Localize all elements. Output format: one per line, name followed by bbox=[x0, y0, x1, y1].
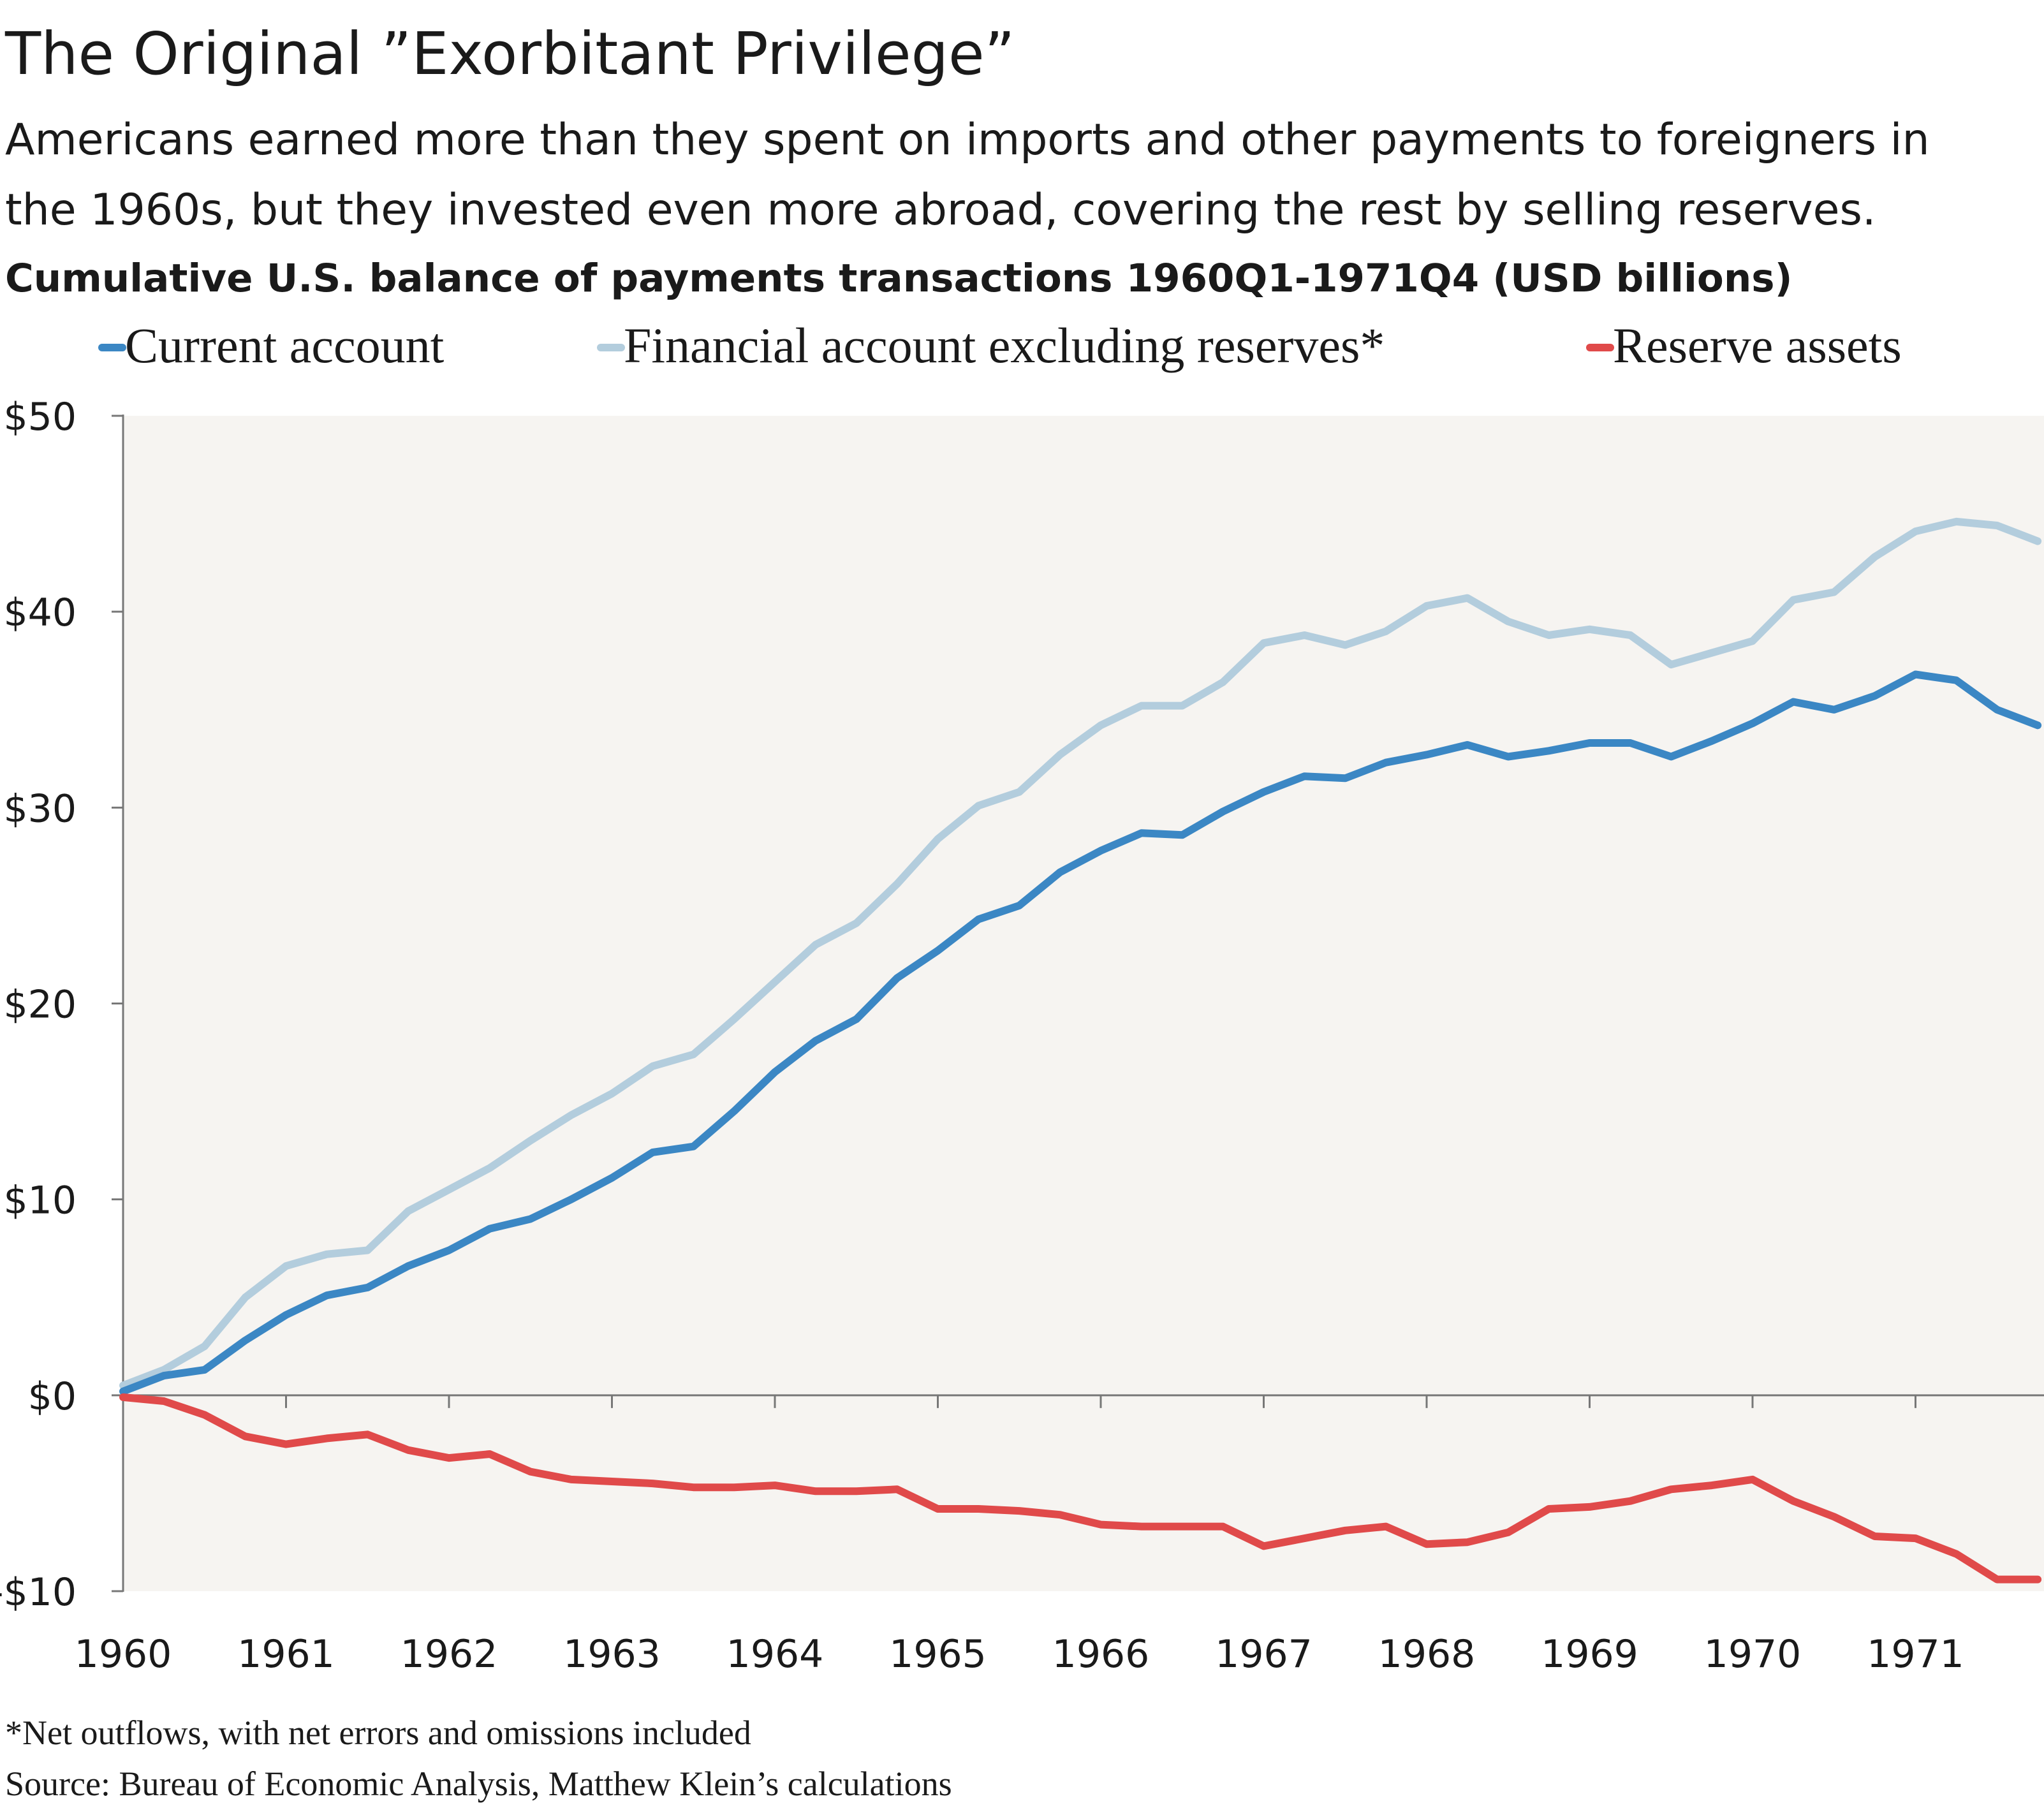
source-note: Source: Bureau of Economic Analysis, Mat… bbox=[5, 1765, 952, 1803]
legend-label-financial-account: Financial account excluding reserves* bbox=[624, 318, 1385, 373]
x-tick-label: 1966 bbox=[1052, 1632, 1150, 1677]
y-tick-label: $0 bbox=[28, 1374, 77, 1419]
y-tick-label: $40 bbox=[3, 591, 77, 635]
chart-title: The Original ”Exorbitant Privilege” bbox=[4, 20, 1015, 88]
y-tick-label: $10 bbox=[3, 1179, 77, 1223]
x-tick-label: 1970 bbox=[1704, 1632, 1802, 1677]
chart-heading: Cumulative U.S. balance of payments tran… bbox=[5, 256, 1792, 301]
y-tick-label: $20 bbox=[3, 983, 77, 1027]
x-tick-label: 1968 bbox=[1378, 1632, 1476, 1677]
series-line-reserve-assets bbox=[119, 1393, 2042, 1584]
x-tick-label: 1961 bbox=[237, 1632, 335, 1677]
y-axis-labels: -$10 $0 $10 $20 $30 $40 $50 bbox=[0, 395, 77, 1615]
series-line-current-account bbox=[119, 670, 2042, 1395]
y-axis-ticks bbox=[112, 415, 123, 1592]
x-tick-label: 1965 bbox=[889, 1632, 987, 1677]
series-lines bbox=[119, 517, 2042, 1584]
footnote: *Net outflows, with net errors and omiss… bbox=[5, 1714, 751, 1752]
x-tick-label: 1960 bbox=[75, 1632, 172, 1677]
series-line-financial-account bbox=[119, 517, 2042, 1390]
chart-subtitle-line-2: the 1960s, but they invested even more a… bbox=[5, 185, 1876, 235]
y-tick-label: $30 bbox=[3, 786, 77, 831]
legend-item-current-account: Current account bbox=[98, 318, 445, 373]
y-tick-label: -$10 bbox=[0, 1570, 77, 1615]
legend-label-reserve-assets: Reserve assets bbox=[1613, 318, 1902, 373]
x-tick-label: 1971 bbox=[1867, 1632, 1964, 1677]
legend-label-current-account: Current account bbox=[125, 318, 445, 373]
legend-item-reserve-assets: Reserve assets bbox=[1586, 318, 1902, 373]
x-tick-label: 1963 bbox=[563, 1632, 661, 1677]
x-tick-label: 1967 bbox=[1215, 1632, 1312, 1677]
x-tick-label: 1964 bbox=[726, 1632, 824, 1677]
x-tick-label: 1969 bbox=[1541, 1632, 1638, 1677]
x-axis-ticks bbox=[285, 1395, 1916, 1408]
y-tick-label: $50 bbox=[3, 395, 77, 439]
plot-area bbox=[123, 416, 2044, 1591]
legend: Current account Financial account exclud… bbox=[98, 318, 1902, 373]
chart-subtitle-line-1: Americans earned more than they spent on… bbox=[5, 115, 1930, 165]
x-tick-label: 1962 bbox=[401, 1632, 498, 1677]
x-axis-labels: 1960 1961 1962 1963 1964 1965 1966 1967 1968 1969… bbox=[75, 1632, 1964, 1677]
legend-item-financial-account: Financial account excluding reserves* bbox=[597, 318, 1385, 373]
